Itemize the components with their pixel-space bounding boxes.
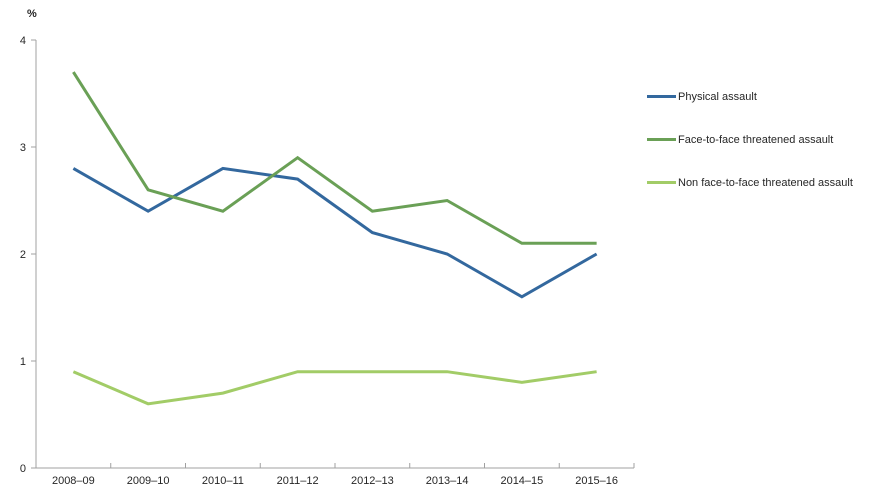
x-tick-label: 2011–12 [277,475,319,487]
y-tick-label: 2 [20,249,26,261]
legend-item: Physical assault [647,90,853,103]
series-line-non-face-to-face-threatened-assault [72,370,597,406]
y-axis-unit-label: % [27,8,37,20]
y-tick-label: 3 [20,142,26,154]
legend-label: Physical assault [678,90,757,103]
x-tick-label: 2013–14 [426,475,469,487]
legend: Physical assault Face-to-face threatened … [647,90,853,219]
series-line-physical-assault [72,166,598,299]
legend-swatch [647,181,676,184]
x-tick-label: 2015–16 [575,475,618,487]
x-tick-label: 2009–10 [127,475,170,487]
x-tick-label: 2008–09 [52,475,95,487]
x-tick-label: 2014–15 [500,475,543,487]
legend-label: Non face-to-face threatened assault [678,176,853,189]
x-tick-label: 2010–11 [202,475,244,487]
y-tick-label: 1 [20,356,26,368]
x-tick-label: 2012–13 [351,475,394,487]
series-line-face-to-face-threatened-assault [72,71,597,245]
y-tick-label: 0 [20,463,26,475]
y-tick-label: 4 [20,35,26,47]
legend-label: Face-to-face threatened assault [678,133,834,146]
legend-item: Face-to-face threatened assault [647,133,853,146]
legend-item: Non face-to-face threatened assault [647,176,853,189]
legend-swatch [647,138,676,141]
legend-swatch [647,95,676,98]
